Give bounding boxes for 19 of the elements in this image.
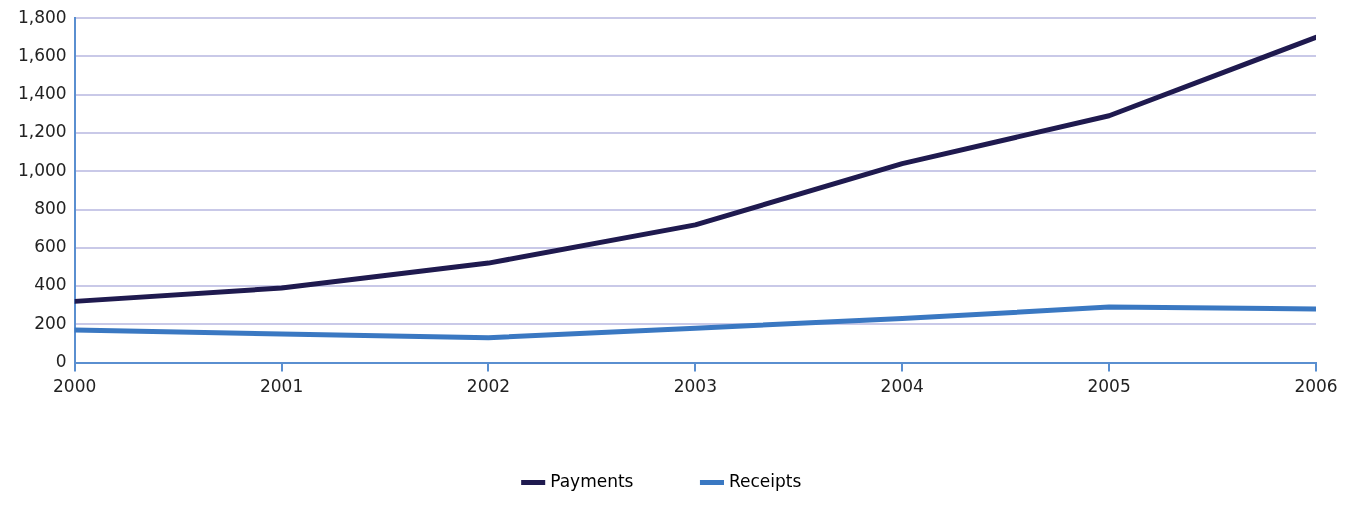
y-tick-label: 1,800 — [18, 6, 67, 27]
y-tick-label: 1,000 — [18, 159, 67, 180]
y-tick-label: 600 — [34, 236, 67, 257]
y-tick-label: 800 — [34, 197, 67, 218]
legend-label: Receipts — [728, 470, 802, 491]
y-tick-label: 400 — [34, 274, 67, 295]
x-tick-label: 2006 — [1294, 376, 1338, 397]
legend-label: Payments — [550, 470, 634, 491]
x-tick-label: 2001 — [259, 376, 304, 397]
y-tick-label: 1,400 — [18, 83, 67, 104]
x-tick-label: 2004 — [880, 376, 924, 397]
y-tick-label: 0 — [55, 351, 67, 372]
x-tick-label: 2003 — [673, 376, 717, 397]
x-tick-label: 2002 — [466, 376, 511, 397]
y-tick-label: 1,200 — [18, 121, 67, 142]
x-tick-label: 2005 — [1087, 376, 1131, 397]
y-tick-label: 1,600 — [18, 44, 67, 65]
y-tick-label: 200 — [34, 312, 67, 333]
x-tick-label: 2000 — [53, 376, 97, 397]
